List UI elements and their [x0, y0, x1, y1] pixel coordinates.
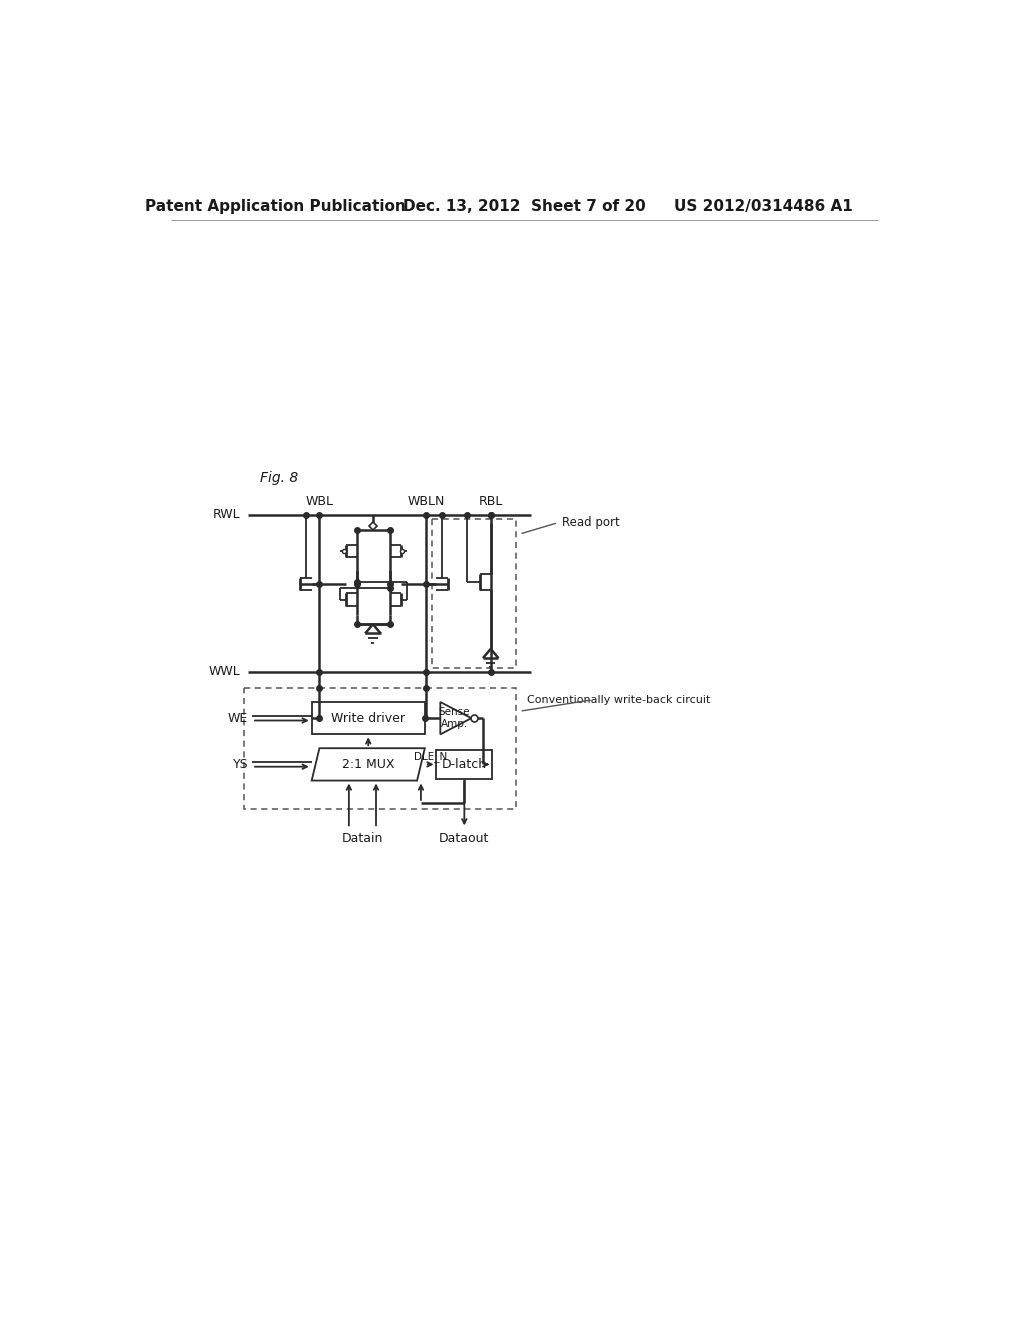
Bar: [245, 688, 515, 809]
Text: DLE_N: DLE_N: [414, 751, 447, 762]
Text: Conventionally write-back circuit: Conventionally write-back circuit: [527, 694, 711, 705]
Bar: [436, 750, 493, 779]
Text: Fig. 8: Fig. 8: [260, 471, 298, 484]
Text: WBLN: WBLN: [408, 495, 445, 508]
Bar: [311, 702, 425, 734]
Text: Dataout: Dataout: [439, 832, 489, 845]
Polygon shape: [440, 702, 471, 734]
Text: RBL: RBL: [478, 495, 503, 508]
Text: 2:1 MUX: 2:1 MUX: [342, 758, 394, 771]
Text: D-latch: D-latch: [441, 758, 487, 771]
Text: YS: YS: [232, 758, 248, 771]
Text: Patent Application Publication: Patent Application Publication: [144, 198, 406, 214]
Text: Read port: Read port: [562, 516, 620, 529]
Text: RWL: RWL: [213, 508, 241, 521]
Text: US 2012/0314486 A1: US 2012/0314486 A1: [674, 198, 853, 214]
Text: Write driver: Write driver: [331, 711, 406, 725]
Text: WWL: WWL: [209, 665, 241, 678]
Text: Dec. 13, 2012  Sheet 7 of 20: Dec. 13, 2012 Sheet 7 of 20: [403, 198, 646, 214]
Text: Sense
Amp.: Sense Amp.: [438, 708, 470, 729]
Polygon shape: [311, 748, 425, 780]
Bar: [432, 519, 515, 668]
Text: WE: WE: [228, 711, 248, 725]
Text: Datain: Datain: [342, 832, 383, 845]
Text: WBL: WBL: [305, 495, 334, 508]
